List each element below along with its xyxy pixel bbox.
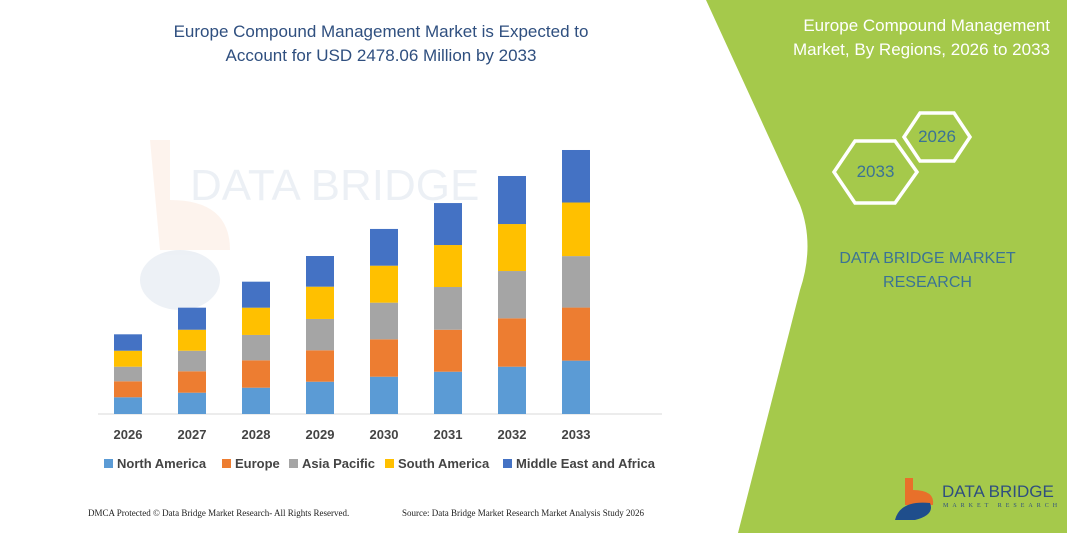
x-tick-label: 2028 bbox=[242, 427, 271, 442]
x-tick-label: 2031 bbox=[434, 427, 463, 442]
bar-segment bbox=[562, 307, 590, 361]
svg-text:DATA BRIDGE: DATA BRIDGE bbox=[190, 161, 479, 210]
stacked-bar-chart: 2026 2027 2028 2029 2030 2031 2032 2033 North Am… bbox=[98, 149, 662, 471]
bar-segment bbox=[498, 271, 526, 319]
legend-swatch bbox=[385, 459, 394, 468]
bar-segment bbox=[178, 392, 206, 414]
legend-swatch bbox=[104, 459, 113, 468]
footer-copyright: DMCA Protected © Data Bridge Market Rese… bbox=[88, 508, 350, 518]
x-tick-label: 2027 bbox=[178, 427, 207, 442]
legend-swatch bbox=[503, 459, 512, 468]
legend-label: South America bbox=[398, 456, 490, 471]
hex-2026 bbox=[901, 111, 973, 163]
bar-segment bbox=[562, 360, 590, 414]
bar-segment bbox=[434, 203, 462, 246]
bar-segment bbox=[370, 302, 398, 340]
bar-segment bbox=[114, 350, 142, 367]
logo-subtext: MARKET RESEARCH bbox=[943, 503, 1062, 509]
legend-label: Europe bbox=[235, 456, 280, 471]
bar-segment bbox=[242, 334, 270, 361]
side-title-line: Market, By Regions, 2026 to 2033 bbox=[792, 40, 1050, 59]
hex-2033-label: 2033 bbox=[856, 162, 895, 181]
title-line: Europe Compound Management Market is Exp… bbox=[173, 22, 589, 41]
bar-segment bbox=[242, 387, 270, 414]
brand-text: DATA BRIDGE MARKET RESEARCH bbox=[800, 247, 1055, 295]
x-tick-label: 2029 bbox=[306, 427, 335, 442]
bar-segment bbox=[178, 371, 206, 393]
x-tick-label: 2026 bbox=[114, 427, 143, 442]
bar-segment bbox=[114, 334, 142, 351]
title-line: Account for USD 2478.06 Million by 2033 bbox=[225, 46, 537, 65]
x-tick-label: 2033 bbox=[562, 427, 591, 442]
bar-segment bbox=[306, 318, 334, 351]
bar-segment bbox=[114, 381, 142, 398]
bar-segment bbox=[562, 149, 590, 203]
legend-swatch bbox=[222, 459, 231, 468]
bar-segment bbox=[306, 286, 334, 319]
chart-title: Europe Compound Management Market is Exp… bbox=[120, 20, 642, 68]
bar-segment bbox=[498, 224, 526, 272]
bar-segment bbox=[498, 175, 526, 225]
watermark-logo: DATA BRIDGE bbox=[140, 140, 479, 310]
bar-segment bbox=[242, 307, 270, 335]
bar-segment bbox=[306, 350, 334, 382]
logo-text: DATA BRIDGE bbox=[942, 482, 1054, 501]
bar-segment bbox=[434, 287, 462, 330]
side-title-line: Europe Compound Management bbox=[803, 16, 1050, 35]
bar-segment bbox=[562, 202, 590, 257]
legend-label: Asia Pacific bbox=[302, 456, 375, 471]
bar-segment bbox=[242, 360, 270, 388]
bar-segment bbox=[434, 329, 462, 372]
brand-line: DATA BRIDGE MARKET bbox=[839, 250, 1016, 267]
bar-segment bbox=[114, 397, 142, 414]
hex-2033 bbox=[831, 139, 920, 205]
bar-segment bbox=[370, 228, 398, 266]
footer-source: Source: Data Bridge Market Research Mark… bbox=[402, 508, 644, 518]
bar-segment bbox=[434, 371, 462, 414]
bar-segment bbox=[434, 245, 462, 288]
legend-label: North America bbox=[117, 456, 207, 471]
brand-line: RESEARCH bbox=[883, 274, 972, 291]
bar-segment bbox=[562, 256, 590, 308]
side-title: Europe Compound Management Market, By Re… bbox=[760, 14, 1050, 62]
legend-label: Middle East and Africa bbox=[516, 456, 656, 471]
bar-segment bbox=[242, 281, 270, 308]
bar-segment bbox=[498, 366, 526, 414]
bar-segment bbox=[370, 339, 398, 377]
bar-segment bbox=[306, 381, 334, 414]
logo bbox=[895, 478, 934, 520]
legend-swatch bbox=[289, 459, 298, 468]
bar-segment bbox=[178, 329, 206, 351]
bar-segment bbox=[370, 376, 398, 414]
bar-segment bbox=[370, 265, 398, 303]
x-tick-label: 2032 bbox=[498, 427, 527, 442]
bar-segment bbox=[114, 366, 142, 382]
bar-segment bbox=[498, 318, 526, 367]
bar-segment bbox=[178, 307, 206, 330]
bar-segment bbox=[306, 256, 334, 287]
x-tick-label: 2030 bbox=[370, 427, 399, 442]
bar-segment bbox=[178, 350, 206, 372]
hex-2026-label: 2026 bbox=[918, 127, 956, 146]
